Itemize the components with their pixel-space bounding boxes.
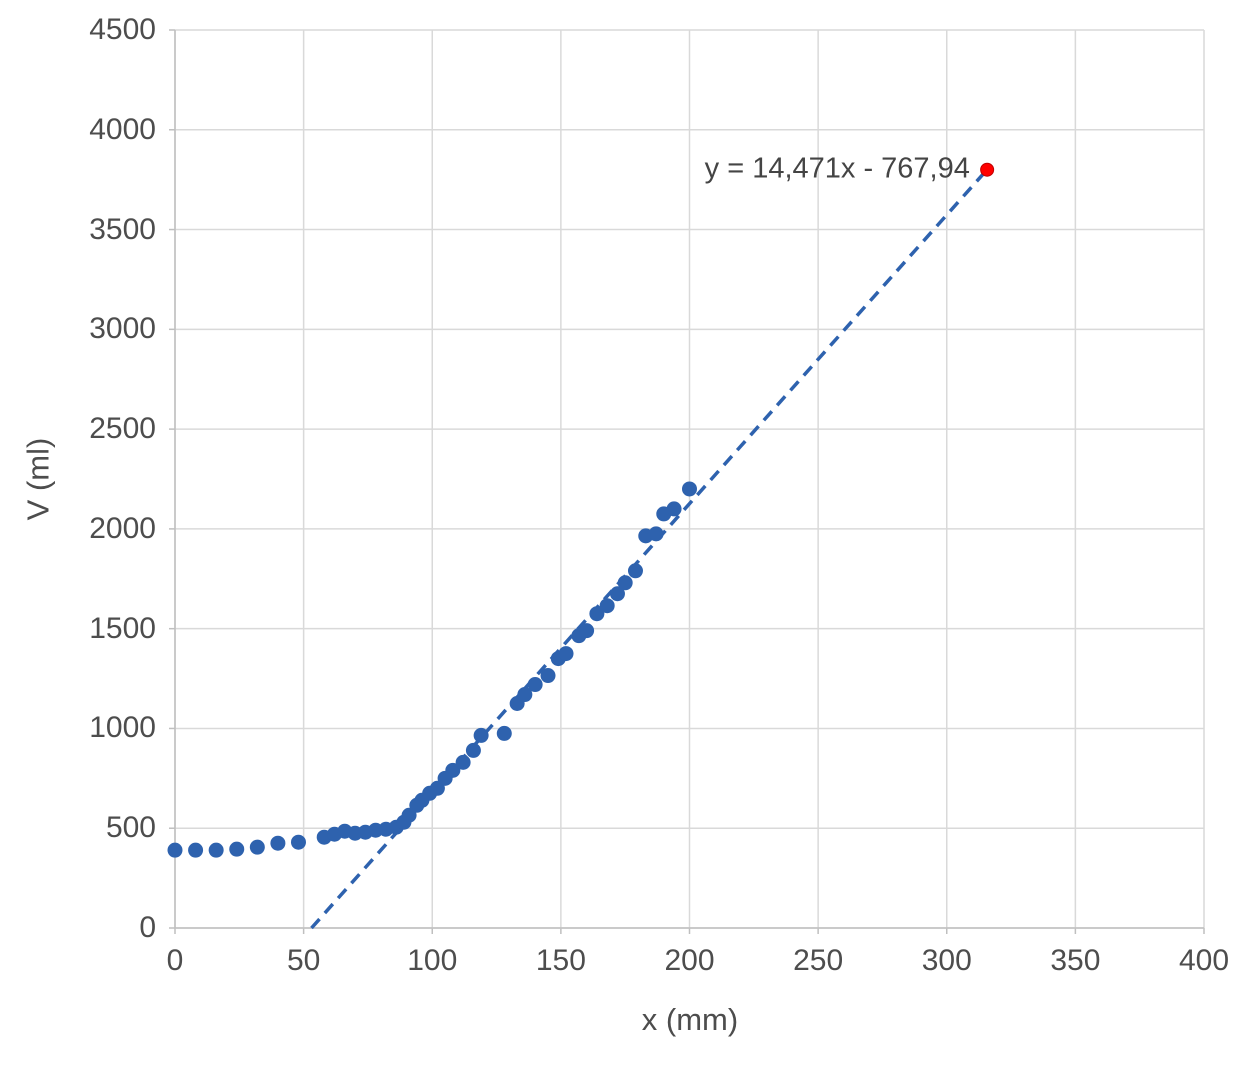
y-tick-label: 1000	[89, 711, 156, 745]
x-tick-label: 200	[664, 944, 715, 977]
data-point[interactable]	[455, 754, 471, 770]
data-point[interactable]	[290, 834, 306, 850]
data-point[interactable]	[249, 839, 265, 855]
y-tick-label: 3000	[89, 312, 156, 346]
data-point[interactable]	[527, 677, 543, 693]
x-tick-label: 100	[407, 944, 458, 977]
x-tick-label: 400	[1178, 944, 1230, 977]
y-tick-label: 0	[139, 911, 156, 944]
y-tick-label: 4500	[89, 13, 156, 46]
data-point[interactable]	[465, 742, 481, 758]
trendline-equation-label[interactable]: y = 14,471x - 767,94	[704, 152, 970, 185]
data-point[interactable]	[666, 501, 682, 517]
data-point[interactable]	[682, 481, 697, 497]
y-tick-label: 2500	[89, 412, 156, 446]
x-axis-title: x (mm)	[641, 1002, 739, 1037]
data-point[interactable]	[609, 586, 625, 602]
data-point[interactable]	[648, 526, 664, 542]
data-point[interactable]	[599, 598, 615, 614]
y-tick-label: 4000	[89, 112, 156, 146]
x-tick-label: 350	[1050, 944, 1101, 977]
data-point[interactable]	[540, 668, 556, 684]
y-tick-label: 3500	[89, 212, 156, 246]
x-tick-label: 300	[921, 944, 972, 977]
data-point[interactable]	[270, 835, 286, 851]
y-tick-label: 2000	[89, 511, 156, 545]
extrapolated-data-point[interactable]	[980, 162, 995, 177]
data-point[interactable]	[579, 623, 595, 639]
data-point[interactable]	[208, 842, 224, 858]
x-tick-label: 50	[286, 944, 321, 977]
scatter-plot[interactable]	[167, 29, 1205, 934]
y-axis-title: V (ml)	[20, 437, 56, 521]
data-point[interactable]	[167, 842, 183, 858]
data-point[interactable]	[188, 842, 204, 858]
x-tick-label: 150	[535, 944, 586, 977]
data-point[interactable]	[627, 563, 643, 579]
x-tick-label: 0	[166, 944, 184, 977]
data-point[interactable]	[496, 725, 512, 741]
data-point[interactable]	[558, 646, 574, 662]
y-tick-label: 1500	[89, 611, 156, 645]
data-point[interactable]	[617, 575, 633, 591]
y-tick-label: 500	[105, 811, 156, 845]
data-point[interactable]	[229, 841, 245, 857]
data-point[interactable]	[445, 762, 461, 778]
data-point[interactable]	[517, 687, 533, 703]
plot-area[interactable]: y = 14,471x - 767,94	[167, 29, 1205, 934]
data-point[interactable]	[473, 727, 489, 743]
x-tick-label: 250	[793, 944, 844, 977]
data-point[interactable]	[589, 606, 605, 622]
